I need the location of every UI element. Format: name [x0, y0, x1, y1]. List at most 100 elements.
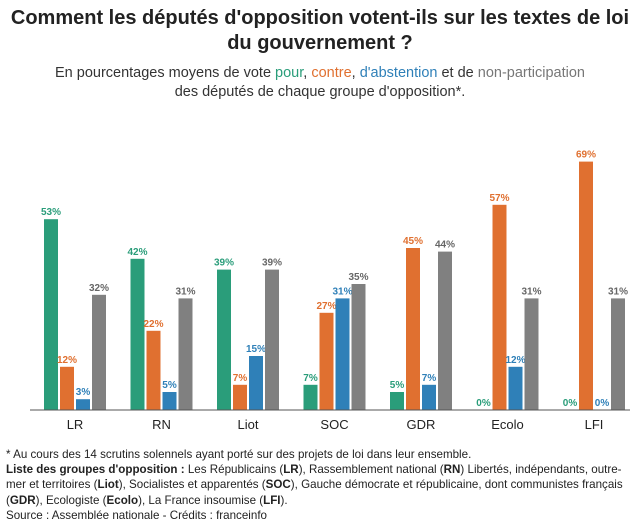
bar-gdr-non-participation — [438, 251, 452, 410]
x-tick-label-ecolo: Ecolo — [491, 417, 524, 432]
data-label-lfi-non-participation: 31% — [608, 286, 628, 297]
group-list-text: ), Gauche démocrate et républicaine, don… — [6, 478, 623, 507]
data-label-rn-contre: 22% — [143, 319, 163, 330]
grouped-bar-chart: 53% 12% 3% 32% LR 42% 22% 5% 31% RN 39% 7% 15% 39% Lio… — [30, 150, 630, 432]
group-list-text: ), La France insoumise ( — [138, 493, 264, 507]
x-tick-label-soc: SOC — [320, 417, 348, 432]
bar-lr-non-participation — [92, 294, 106, 410]
bar-lfi-non-participation — [611, 298, 625, 410]
data-label-lr-contre: 12% — [57, 355, 77, 366]
legend-key-non-participation: non-participation — [477, 65, 585, 81]
bar-group-soc: 7% 27% 31% 35% SOC — [303, 272, 368, 432]
x-tick-label-lfi: LFI — [585, 417, 604, 432]
bar-group-lr: 53% 12% 3% 32% LR — [41, 207, 109, 432]
bar-rn-non-participation — [178, 298, 193, 410]
legend-key-contre: contre — [311, 65, 352, 81]
chart-subtitle: En pourcentages moyens de vote pour, con… — [0, 64, 640, 102]
chart-title: Comment les députés d'opposition votent-… — [0, 6, 640, 56]
group-abbreviation: LFI — [263, 493, 281, 507]
data-label-soc-pour: 7% — [303, 373, 318, 384]
data-label-gdr-abstention: 7% — [422, 373, 437, 384]
data-label-ecolo-pour: 0% — [476, 398, 491, 409]
data-label-soc-abstention: 31% — [332, 286, 352, 297]
data-label-liot-contre: 7% — [233, 373, 248, 384]
chart-notes: * Au cours des 14 scrutins solennels aya… — [6, 447, 636, 523]
bar-liot-pour — [217, 269, 231, 410]
data-label-ecolo-abstention: 12% — [505, 355, 525, 366]
group-abbreviation: Ecolo — [106, 493, 139, 507]
legend-key-abstention: d'abstention — [359, 65, 438, 81]
x-tick-label-liot: Liot — [238, 417, 259, 432]
bar-liot-non-participation — [265, 269, 279, 410]
bar-soc-abstention — [335, 298, 350, 410]
group-abbreviation: LR — [283, 463, 299, 477]
data-label-liot-abstention: 15% — [246, 344, 266, 355]
bar-liot-contre — [233, 384, 247, 410]
subtitle-sep-1: , — [303, 65, 312, 81]
bar-group-rn: 42% 22% 5% 31% RN — [127, 247, 195, 432]
data-label-gdr-non-participation: 44% — [435, 240, 455, 251]
bar-ecolo-non-participation — [524, 298, 539, 410]
data-label-rn-pour: 42% — [127, 247, 147, 258]
group-list-label: Liste des groupes d'opposition : — [6, 463, 185, 477]
bar-soc-contre — [319, 312, 334, 410]
group-abbreviation: SOC — [265, 478, 291, 492]
data-label-soc-contre: 27% — [316, 301, 336, 312]
group-list-body: Les Républicains (LR), Rassemblement nat… — [6, 463, 623, 506]
group-abbreviation: GDR — [9, 493, 36, 507]
bar-rn-abstention — [162, 392, 177, 410]
bar-liot-abstention — [249, 356, 263, 410]
bar-group-liot: 39% 7% 15% 39% Liot — [214, 258, 282, 432]
data-label-lfi-contre: 69% — [576, 150, 596, 161]
data-label-gdr-contre: 45% — [403, 236, 423, 247]
data-label-lr-non-participation: 32% — [89, 283, 109, 294]
subtitle-prefix: En pourcentages moyens de vote — [54, 65, 276, 81]
group-list-text: Les Républicains ( — [184, 463, 284, 477]
data-label-ecolo-contre: 57% — [489, 193, 509, 204]
group-list-text: ), Ecologiste ( — [35, 493, 107, 507]
data-label-rn-abstention: 5% — [162, 380, 177, 391]
data-label-lfi-abstention: 0% — [595, 398, 610, 409]
data-label-lfi-pour: 0% — [563, 398, 578, 409]
group-list-text: ), Rassemblement national ( — [298, 463, 444, 477]
bar-soc-pour — [303, 384, 318, 410]
bar-soc-non-participation — [351, 284, 366, 410]
subtitle-line-1: En pourcentages moyens de vote pour, con… — [0, 64, 640, 83]
chart-title-line-2: du gouvernement ? — [227, 32, 413, 54]
bar-rn-pour — [130, 258, 145, 410]
group-list-text: ), Socialistes et apparentés ( — [118, 478, 266, 492]
data-label-soc-non-participation: 35% — [348, 272, 368, 283]
bar-ecolo-abstention — [508, 366, 523, 410]
bar-gdr-abstention — [422, 384, 436, 410]
data-label-liot-pour: 39% — [214, 258, 234, 269]
subtitle-line-2: des députés de chaque groupe d'oppositio… — [174, 84, 466, 100]
group-list: Liste des groupes d'opposition : Les Rép… — [6, 462, 636, 508]
footnote: * Au cours des 14 scrutins solennels aya… — [6, 448, 472, 461]
data-label-rn-non-participation: 31% — [175, 286, 195, 297]
data-label-liot-non-participation: 39% — [262, 258, 282, 269]
data-label-lr-pour: 53% — [41, 207, 61, 218]
bar-lr-pour — [44, 219, 58, 410]
group-abbreviation: RN — [443, 463, 461, 477]
bar-lr-abstention — [76, 399, 90, 410]
bar-group-ecolo: 0% 57% 12% 31% Ecolo — [476, 193, 541, 432]
bar-lfi-contre — [579, 161, 593, 410]
x-tick-label-rn: RN — [152, 417, 171, 432]
chart-title-line-1: Comment les députés d'opposition votent-… — [10, 7, 630, 29]
group-list-text: ). — [280, 493, 288, 507]
bar-ecolo-contre — [492, 204, 507, 410]
x-tick-label-gdr: GDR — [407, 417, 436, 432]
x-tick-label-lr: LR — [67, 417, 84, 432]
group-list-text: ) Libertés, indépendants, outre-mer et t… — [6, 463, 622, 492]
source-credit: Source : Assemblée nationale - Crédits :… — [6, 508, 267, 522]
subtitle-sep-3: et de — [437, 65, 478, 81]
bar-gdr-contre — [406, 248, 420, 410]
data-label-ecolo-non-participation: 31% — [521, 286, 541, 297]
data-label-lr-abstention: 3% — [76, 387, 91, 398]
data-label-gdr-pour: 5% — [390, 380, 405, 391]
bar-group-lfi: 0% 69% 0% 31% LFI — [563, 150, 628, 432]
group-abbreviation: Liot — [97, 478, 119, 492]
legend-key-pour: pour — [275, 65, 304, 81]
bar-lr-contre — [60, 366, 74, 410]
bar-rn-contre — [146, 330, 161, 410]
